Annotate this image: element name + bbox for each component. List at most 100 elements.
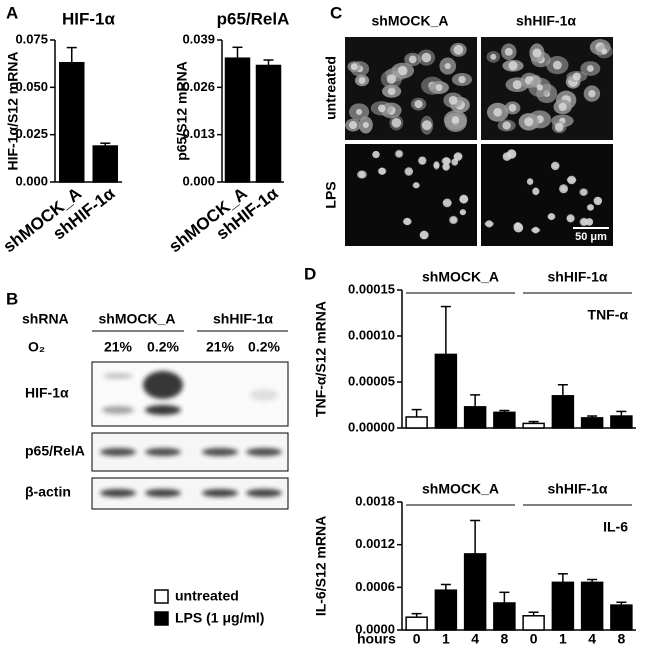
nucleus (421, 120, 432, 131)
x-axis-label: hours (357, 631, 396, 647)
x-tick-label: 8 (500, 631, 508, 647)
y-tick-label: 0.013 (182, 126, 215, 141)
bar (92, 145, 118, 183)
nucleus (513, 223, 524, 233)
y-axis-label: p65/S12 mRNA (174, 61, 190, 161)
nucleus (348, 121, 358, 130)
nucleus (601, 48, 608, 55)
x-tick-label: 1 (559, 631, 567, 647)
band (145, 405, 181, 415)
nucleus (490, 53, 497, 60)
nucleus (435, 84, 443, 92)
y-tick-label: 0.0018 (355, 493, 395, 508)
bar (580, 581, 604, 631)
blot-group: shMOCK_A (98, 311, 175, 327)
band (202, 489, 238, 497)
bar (434, 353, 458, 429)
legend-label: LPS (1 μg/ml) (175, 610, 264, 626)
nucleus (433, 162, 440, 169)
nucleus (414, 99, 423, 109)
nucleus (502, 152, 512, 161)
band (100, 448, 136, 456)
band-label: β-actin (25, 484, 71, 500)
lane-label: 0.2% (248, 339, 280, 355)
nucleus (504, 47, 513, 56)
annotation: TNF-α (588, 307, 629, 323)
y-tick-label: 0.075 (15, 31, 48, 46)
row-label: untreated (323, 56, 339, 120)
band (102, 406, 134, 414)
y-tick-label: 0.025 (15, 126, 48, 141)
nucleus (459, 194, 469, 204)
nucleus (502, 121, 511, 130)
bar (59, 61, 85, 183)
group-label: shMOCK_A (422, 481, 499, 497)
blot-label: O₂ (28, 339, 45, 355)
nucleus (532, 226, 540, 234)
band (100, 489, 136, 497)
micrograph (345, 37, 613, 246)
y-axis-label: HIF-1α/S12 mRNA (5, 51, 21, 170)
band (250, 389, 278, 401)
lane-label: 21% (104, 339, 133, 355)
nucleus (387, 87, 396, 96)
group-label: shHIF-1α (548, 269, 608, 285)
nucleus (580, 218, 588, 226)
band (103, 373, 133, 379)
nucleus (408, 55, 417, 64)
bar (224, 57, 251, 183)
y-tick-label: 0.00010 (348, 327, 395, 342)
blot-group: shHIF-1α (213, 311, 273, 327)
nucleus (444, 62, 451, 70)
lane-label: 0.2% (147, 339, 179, 355)
bar (434, 589, 458, 631)
nucleus (566, 214, 575, 223)
nucleus (593, 196, 603, 206)
nucleus (536, 84, 543, 91)
bar (610, 415, 633, 429)
nucleus (493, 107, 503, 117)
nucleus (508, 61, 518, 71)
nucleus (524, 117, 534, 127)
bar (463, 406, 487, 429)
blot-label: shRNA (22, 311, 69, 327)
y-axis-label: TNF-α/S12 mRNA (313, 301, 329, 417)
nucleus (580, 188, 588, 196)
x-tick-label: 0 (413, 631, 421, 647)
nucleus (453, 152, 463, 161)
bar (255, 64, 282, 183)
y-tick-label: 0.00000 (348, 419, 395, 434)
x-tick-label: 0 (530, 631, 538, 647)
chart-title: p65/RelA (217, 9, 290, 28)
y-tick-label: 0.0012 (355, 536, 395, 551)
band (143, 371, 183, 399)
nucleus (485, 220, 493, 228)
nucleus (588, 89, 596, 98)
column-label: shMOCK_A (371, 13, 448, 29)
bar (522, 615, 545, 631)
nucleus (442, 162, 450, 171)
bar (580, 417, 604, 429)
x-tick-label: 8 (617, 631, 625, 647)
nucleus (413, 182, 420, 189)
y-tick-label: 0.00005 (348, 373, 395, 388)
nucleus (448, 95, 458, 105)
x-tick-label: 4 (588, 631, 596, 647)
y-tick-label: 0.050 (15, 79, 48, 94)
nucleus (508, 104, 517, 112)
x-tick-label: 4 (471, 631, 479, 647)
band (246, 448, 282, 456)
nucleus (403, 217, 412, 226)
panel-label: D (304, 264, 316, 283)
nucleus (554, 122, 564, 132)
bar (551, 395, 575, 429)
nucleus (512, 80, 522, 90)
scale-bar-label: 50 μm (575, 231, 607, 243)
band (145, 448, 181, 456)
band-label: p65/RelA (25, 443, 85, 459)
y-tick-label: 0.0006 (355, 579, 395, 594)
nucleus (404, 167, 414, 176)
nucleus (453, 44, 464, 55)
x-tick-label: 1 (442, 631, 450, 647)
